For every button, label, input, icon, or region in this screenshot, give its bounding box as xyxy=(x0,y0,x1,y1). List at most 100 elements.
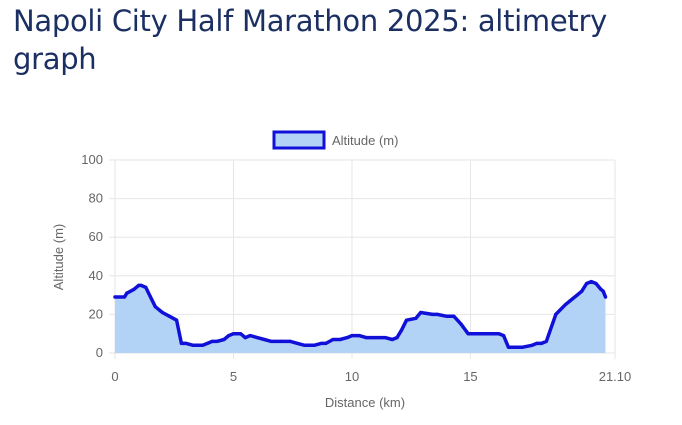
data-point[interactable] xyxy=(350,334,354,338)
data-point[interactable] xyxy=(295,341,300,345)
data-point[interactable] xyxy=(175,318,179,322)
data-point[interactable] xyxy=(502,334,506,338)
chart-grid xyxy=(109,159,616,359)
data-point[interactable] xyxy=(419,310,423,315)
data-point[interactable] xyxy=(227,334,231,338)
x-tick-label: 5 xyxy=(230,369,237,384)
data-point[interactable] xyxy=(210,339,214,343)
data-point[interactable] xyxy=(506,345,510,349)
data-point[interactable] xyxy=(594,281,598,286)
data-point[interactable] xyxy=(459,322,463,326)
data-point[interactable] xyxy=(113,295,117,299)
x-tick-label: 0 xyxy=(111,369,118,384)
data-point[interactable] xyxy=(563,303,567,307)
data-point[interactable] xyxy=(331,337,335,342)
data-point[interactable] xyxy=(374,336,378,340)
data-point[interactable] xyxy=(262,337,266,342)
data-point[interactable] xyxy=(201,343,205,347)
data-point[interactable] xyxy=(160,310,164,315)
data-point[interactable] xyxy=(452,314,456,318)
data-point[interactable] xyxy=(492,332,496,336)
data-point[interactable] xyxy=(404,318,409,322)
y-tick-label: 100 xyxy=(81,152,103,167)
legend-label[interactable]: Altitude (m) xyxy=(332,133,398,148)
data-point[interactable] xyxy=(483,332,487,336)
data-point[interactable] xyxy=(303,343,307,347)
data-point[interactable] xyxy=(179,341,183,345)
data-point[interactable] xyxy=(530,343,534,347)
data-point[interactable] xyxy=(184,341,188,345)
data-point[interactable] xyxy=(476,332,480,336)
data-point[interactable] xyxy=(288,339,292,343)
data-point[interactable] xyxy=(205,341,209,345)
data-point[interactable] xyxy=(148,295,153,299)
data-point[interactable] xyxy=(269,339,273,343)
y-axis-title: Altitude (m) xyxy=(51,224,66,290)
data-point[interactable] xyxy=(580,289,584,293)
data-point[interactable] xyxy=(400,328,404,332)
y-tick-label: 0 xyxy=(96,345,103,360)
data-point[interactable] xyxy=(544,339,548,343)
data-point[interactable] xyxy=(364,336,368,340)
data-point[interactable] xyxy=(497,332,501,336)
data-point[interactable] xyxy=(196,343,200,347)
chart-tick-labels: 0 20 40 60 80 100 0 5 10 15 21.10 xyxy=(81,152,631,384)
data-point[interactable] xyxy=(324,341,328,345)
data-point[interactable] xyxy=(279,339,283,343)
data-point[interactable] xyxy=(603,295,608,299)
data-point[interactable] xyxy=(137,283,141,287)
data-point[interactable] xyxy=(383,336,387,340)
data-point[interactable] xyxy=(445,314,449,318)
data-point[interactable] xyxy=(570,297,574,301)
data-point[interactable] xyxy=(575,293,579,297)
chart-legend[interactable]: Altitude (m) xyxy=(272,130,398,150)
data-point[interactable] xyxy=(599,287,603,291)
data-point[interactable] xyxy=(312,343,316,347)
data-point[interactable] xyxy=(601,289,605,293)
data-point[interactable] xyxy=(182,341,186,345)
data-point[interactable] xyxy=(139,283,143,287)
data-point[interactable] xyxy=(390,337,394,342)
data-point[interactable] xyxy=(215,339,219,343)
data-point[interactable] xyxy=(414,316,418,320)
data-point[interactable] xyxy=(167,314,172,318)
data-point[interactable] xyxy=(234,332,238,336)
data-point[interactable] xyxy=(395,336,399,340)
data-point[interactable] xyxy=(338,337,342,342)
data-point[interactable] xyxy=(255,336,259,340)
data-point[interactable] xyxy=(357,334,361,338)
x-axis-title: Distance (km) xyxy=(325,395,405,410)
data-point[interactable] xyxy=(535,341,539,345)
data-point[interactable] xyxy=(122,295,127,299)
y-tick-label: 20 xyxy=(89,306,103,321)
legend-swatch[interactable] xyxy=(272,130,326,150)
data-point[interactable] xyxy=(125,291,129,295)
data-point[interactable] xyxy=(585,281,589,286)
data-point[interactable] xyxy=(435,312,439,316)
data-point[interactable] xyxy=(231,332,236,336)
data-point[interactable] xyxy=(521,345,525,349)
data-point[interactable] xyxy=(430,312,435,316)
data-point[interactable] xyxy=(466,332,470,336)
x-tick-label: 10 xyxy=(345,369,359,384)
data-point[interactable] xyxy=(222,337,226,342)
data-point[interactable] xyxy=(319,341,323,345)
data-point[interactable] xyxy=(191,343,195,347)
chart-plot-area xyxy=(113,279,608,353)
y-tick-label: 80 xyxy=(89,191,103,206)
data-point[interactable] xyxy=(132,287,136,291)
data-point[interactable] xyxy=(248,334,252,338)
data-point[interactable] xyxy=(513,345,518,349)
y-tick-label: 40 xyxy=(89,268,103,283)
data-point[interactable] xyxy=(345,336,349,340)
data-point[interactable] xyxy=(144,285,148,289)
y-tick-label: 60 xyxy=(89,229,103,244)
data-point[interactable] xyxy=(239,332,243,336)
data-point[interactable] xyxy=(554,312,558,316)
data-point[interactable] xyxy=(153,305,157,309)
data-point[interactable] xyxy=(243,336,247,340)
data-point[interactable] xyxy=(589,280,593,284)
x-tick-label: 21.10 xyxy=(599,369,632,384)
data-point[interactable] xyxy=(539,341,544,345)
